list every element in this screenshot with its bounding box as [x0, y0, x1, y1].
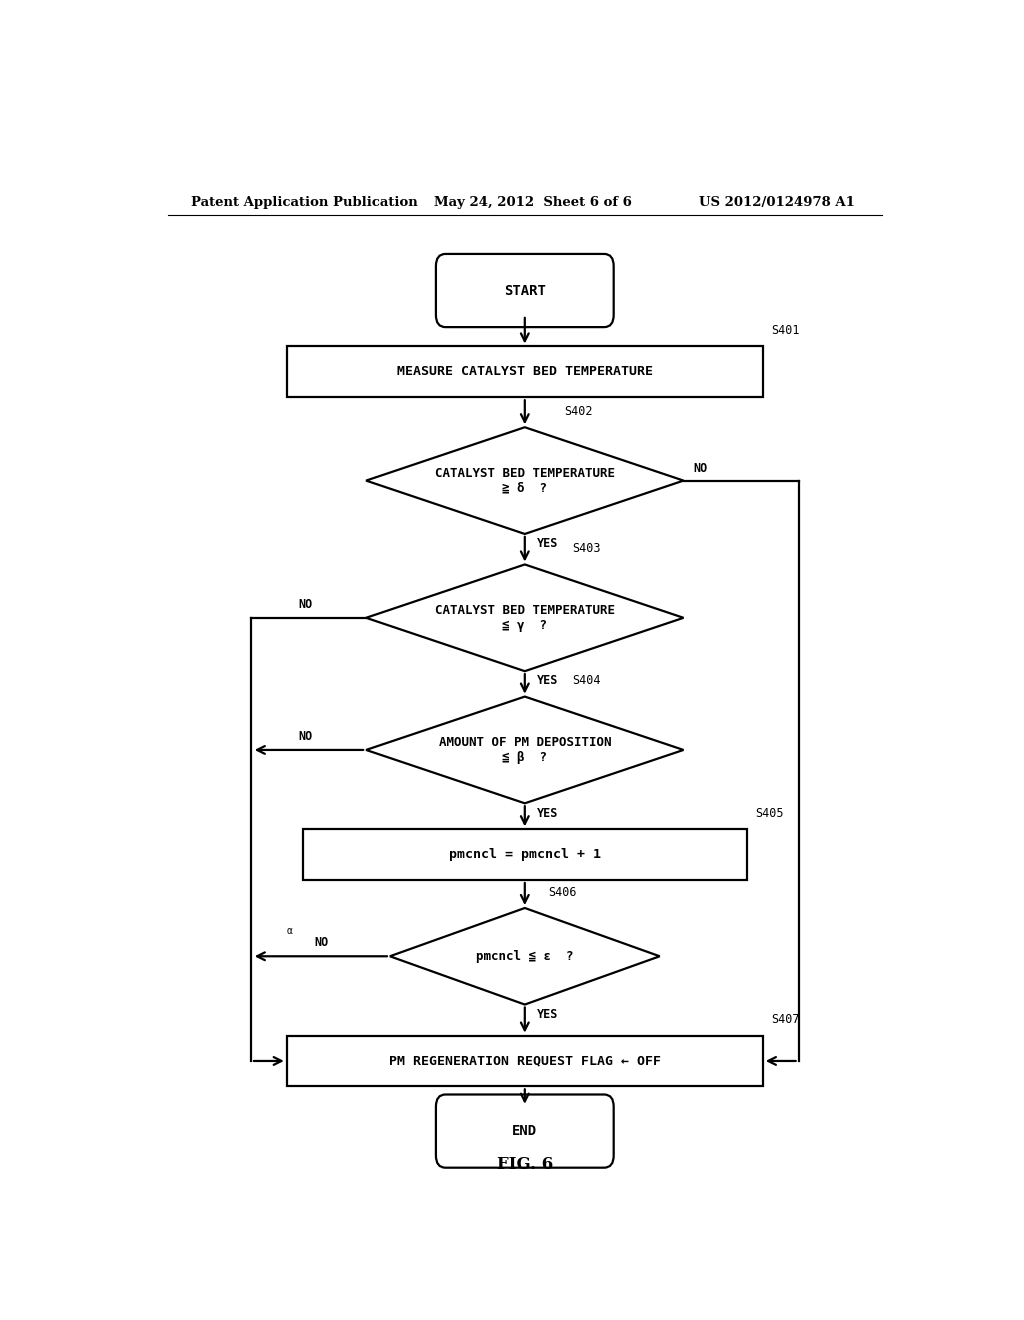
Polygon shape: [367, 428, 684, 535]
Text: S404: S404: [572, 675, 601, 688]
Text: Patent Application Publication: Patent Application Publication: [191, 195, 418, 209]
Text: S406: S406: [549, 886, 578, 899]
Bar: [303, 829, 748, 880]
Text: pmcncl = pmcncl + 1: pmcncl = pmcncl + 1: [449, 849, 601, 861]
Text: FIG. 6: FIG. 6: [497, 1156, 553, 1172]
Text: S402: S402: [564, 405, 593, 418]
Bar: [287, 346, 763, 397]
Text: YES: YES: [537, 537, 558, 550]
Polygon shape: [390, 908, 659, 1005]
Text: CATALYST BED TEMPERATURE
≦ γ  ?: CATALYST BED TEMPERATURE ≦ γ ?: [435, 603, 614, 632]
Text: NO: NO: [299, 730, 313, 743]
Text: α: α: [287, 925, 293, 936]
Text: YES: YES: [537, 807, 558, 820]
Bar: [287, 1036, 763, 1086]
Text: S403: S403: [572, 543, 601, 556]
Text: YES: YES: [537, 675, 558, 688]
Polygon shape: [367, 697, 684, 804]
Text: S401: S401: [771, 325, 800, 337]
Text: END: END: [512, 1125, 538, 1138]
Text: START: START: [504, 284, 546, 297]
Text: S405: S405: [755, 807, 783, 820]
Text: AMOUNT OF PM DEPOSITION
≦ β  ?: AMOUNT OF PM DEPOSITION ≦ β ?: [438, 737, 611, 764]
Text: US 2012/0124978 A1: US 2012/0124978 A1: [699, 195, 855, 209]
Text: PM REGENERATION REQUEST FLAG ← OFF: PM REGENERATION REQUEST FLAG ← OFF: [389, 1055, 660, 1068]
Text: NO: NO: [693, 462, 708, 475]
Text: S407: S407: [771, 1014, 800, 1027]
FancyBboxPatch shape: [436, 1094, 613, 1168]
Text: pmcncl ≦ ε  ?: pmcncl ≦ ε ?: [476, 950, 573, 962]
Text: YES: YES: [537, 1007, 558, 1020]
Text: MEASURE CATALYST BED TEMPERATURE: MEASURE CATALYST BED TEMPERATURE: [396, 366, 653, 379]
Text: CATALYST BED TEMPERATURE
≧ δ  ?: CATALYST BED TEMPERATURE ≧ δ ?: [435, 466, 614, 495]
Text: NO: NO: [314, 936, 329, 949]
Polygon shape: [367, 565, 684, 671]
Text: NO: NO: [299, 598, 313, 611]
Text: May 24, 2012  Sheet 6 of 6: May 24, 2012 Sheet 6 of 6: [433, 195, 632, 209]
FancyBboxPatch shape: [436, 253, 613, 327]
